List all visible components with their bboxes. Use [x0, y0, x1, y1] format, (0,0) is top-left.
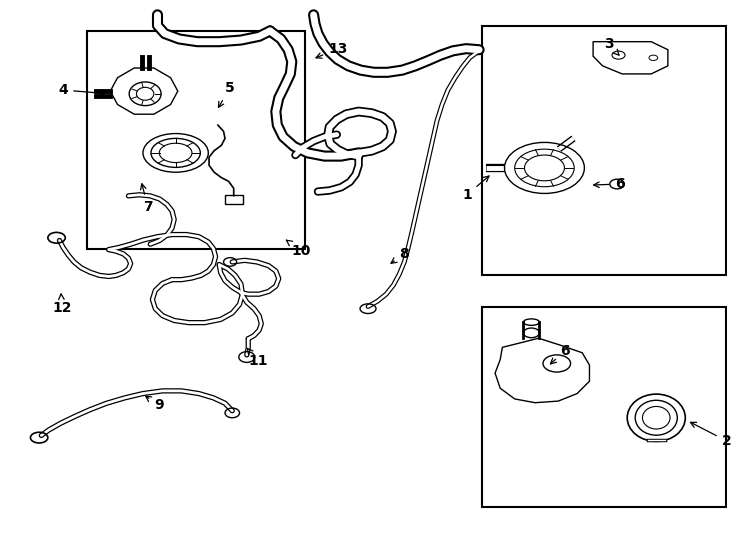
Text: 11: 11: [247, 348, 268, 368]
Text: 4: 4: [59, 83, 105, 97]
Text: 10: 10: [286, 240, 311, 258]
Bar: [482, 307, 726, 508]
Bar: [225, 195, 243, 205]
Bar: [482, 25, 726, 275]
Text: 13: 13: [316, 42, 347, 58]
Text: 6: 6: [550, 343, 570, 364]
Text: 7: 7: [140, 184, 153, 214]
Text: 6: 6: [594, 177, 625, 191]
Text: 8: 8: [391, 247, 409, 264]
Text: 9: 9: [145, 396, 164, 413]
Text: 1: 1: [462, 176, 489, 202]
Text: 12: 12: [52, 294, 72, 315]
Text: 3: 3: [604, 37, 619, 55]
Text: 2: 2: [691, 422, 731, 448]
Bar: [87, 31, 305, 248]
Text: 5: 5: [219, 82, 235, 107]
